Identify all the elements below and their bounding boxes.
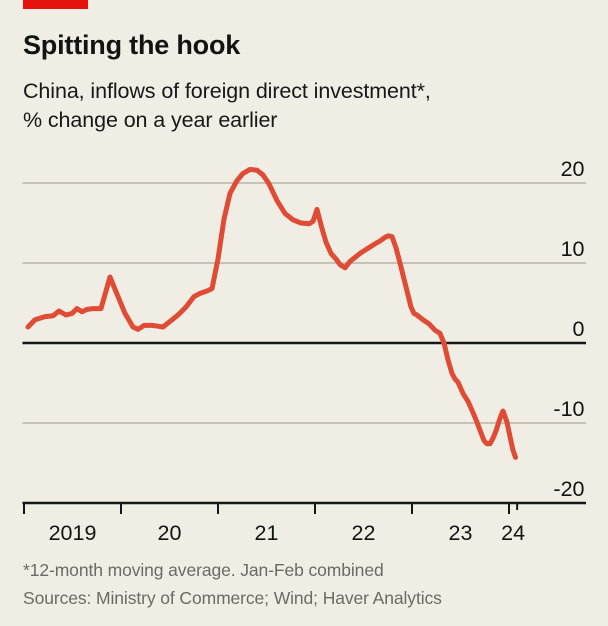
sources: Sources: Ministry of Commerce; Wind; Hav… [23, 588, 442, 608]
chart-subtitle-line-2: % change on a year earlier [23, 108, 278, 132]
x-axis-label-2019: 2019 [49, 521, 97, 545]
chart-title: Spitting the hook [23, 30, 241, 60]
x-axis-label-21: 21 [255, 521, 279, 545]
chart-subtitle: China, inflows of foreign direct investm… [23, 77, 431, 135]
y-axis-label-0: 0 [573, 317, 585, 341]
x-axis-label-20: 20 [158, 521, 182, 545]
fdi-data-line [25, 166, 518, 460]
economist-brand-tag [23, 0, 88, 9]
chart-subtitle-line-1: China, inflows of foreign direct investm… [23, 79, 431, 103]
chart-footer: *12-month moving average. Jan-Feb combin… [23, 556, 442, 612]
x-axis-label-22: 22 [352, 521, 376, 545]
y-axis-label--10: -10 [553, 397, 584, 421]
y-axis-label-10: 10 [561, 237, 585, 261]
footnote: *12-month moving average. Jan-Feb combin… [23, 560, 384, 580]
x-axis-label-24: 24 [501, 521, 525, 545]
y-axis-label-20: 20 [561, 157, 585, 181]
x-axis-label-23: 23 [449, 521, 473, 545]
y-axis-label--20: -20 [553, 477, 584, 501]
